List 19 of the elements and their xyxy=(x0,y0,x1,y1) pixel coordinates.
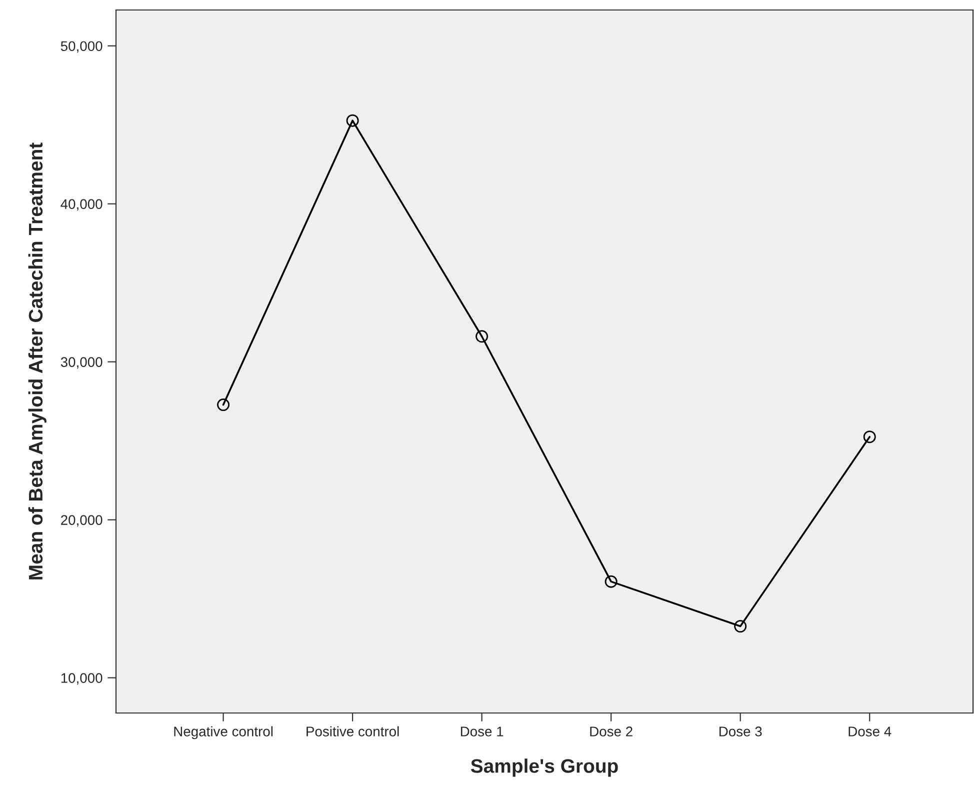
y-axis-title: Mean of Beta Amyloid After Catechin Treatment xyxy=(28,142,46,580)
x-tick-label: Dose 4 xyxy=(848,726,892,736)
point xyxy=(734,620,747,633)
point xyxy=(604,575,618,588)
x-tick-label: Negative control xyxy=(174,726,273,740)
y-tick-label: 30,000 xyxy=(60,357,102,369)
y-tick-label: 10,000 xyxy=(61,673,102,685)
x-axis-title: Sample's Group xyxy=(470,758,618,777)
point xyxy=(346,114,359,127)
y-tick-label: 20,000 xyxy=(61,515,102,527)
point xyxy=(863,430,876,444)
y-tick-label: 40,000 xyxy=(60,199,102,211)
x-tick-label: Positive control xyxy=(306,726,399,736)
point xyxy=(217,398,230,412)
x-tick-label: Dose 2 xyxy=(590,726,632,736)
point xyxy=(476,330,488,343)
x-tick-label: Dose 1 xyxy=(460,726,504,736)
x-tick-label: Dose 3 xyxy=(719,726,762,736)
y-tick-label: 50,000 xyxy=(60,41,102,53)
